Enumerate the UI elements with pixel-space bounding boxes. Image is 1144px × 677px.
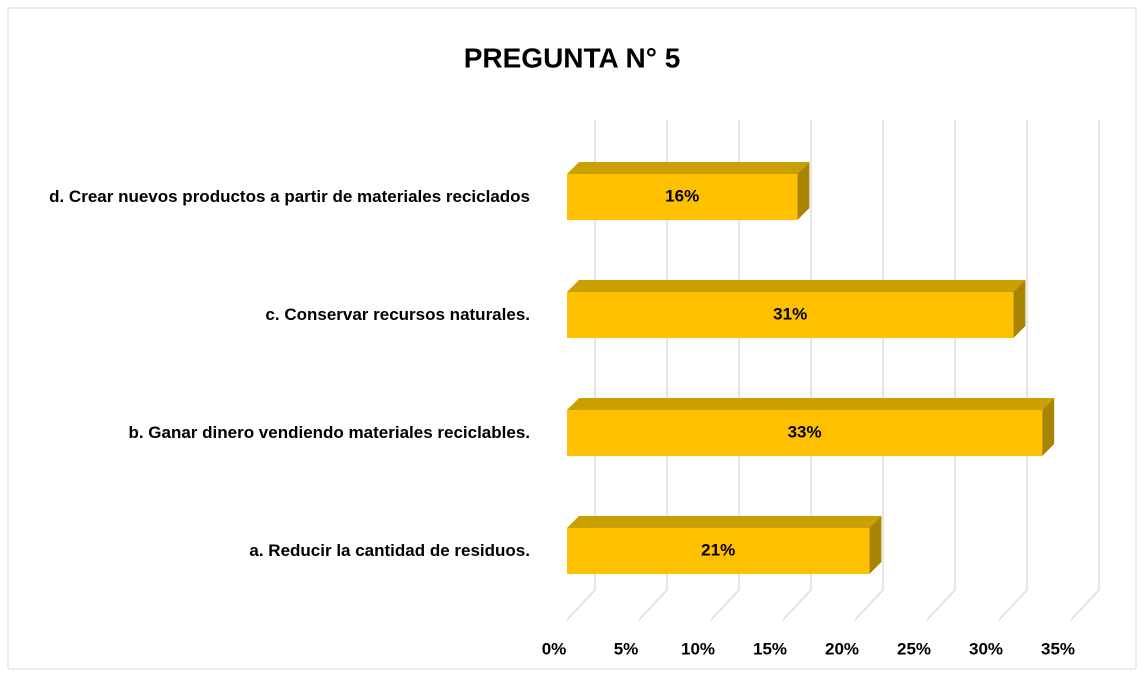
bar-front bbox=[567, 174, 798, 220]
value-label: 33% bbox=[788, 422, 822, 441]
category-label: c. Conservar recursos naturales. bbox=[30, 302, 530, 328]
bar bbox=[567, 280, 1026, 338]
floor-grid-line bbox=[926, 589, 956, 621]
category-label-text: d. Crear nuevos productos a partir de ma… bbox=[49, 187, 530, 206]
category-label: b. Ganar dinero vendiendo materiales rec… bbox=[30, 420, 530, 446]
x-tick-label: 25% bbox=[897, 639, 931, 658]
floor-grid-line bbox=[710, 589, 740, 621]
bar-front bbox=[567, 528, 870, 574]
x-tick-label: 35% bbox=[1041, 639, 1075, 658]
floor-grid-line bbox=[854, 589, 884, 621]
category-label-text: a. Reducir la cantidad de residuos. bbox=[249, 541, 530, 560]
bar bbox=[567, 398, 1055, 456]
bar-front bbox=[567, 292, 1014, 338]
bar bbox=[567, 516, 882, 574]
x-tick-label: 5% bbox=[614, 639, 639, 658]
value-label: 21% bbox=[701, 540, 735, 559]
bar-top bbox=[567, 280, 1026, 292]
category-label: a. Reducir la cantidad de residuos. bbox=[30, 538, 530, 564]
category-label: d. Crear nuevos productos a partir de ma… bbox=[30, 184, 530, 210]
bar bbox=[567, 162, 810, 220]
bar-side bbox=[869, 516, 882, 574]
x-tick-label: 10% bbox=[681, 639, 715, 658]
x-tick-label: 15% bbox=[753, 639, 787, 658]
floor-grid-line bbox=[638, 589, 668, 621]
category-label-text: c. Conservar recursos naturales. bbox=[265, 305, 530, 324]
floor-grid-line bbox=[1070, 589, 1100, 621]
bar-top bbox=[567, 398, 1055, 410]
floor-grid-line bbox=[782, 589, 812, 621]
bar-side bbox=[1013, 280, 1026, 338]
bar-front bbox=[567, 410, 1043, 456]
category-label-text: b. Ganar dinero vendiendo materiales rec… bbox=[128, 423, 530, 442]
bar-side bbox=[797, 162, 810, 220]
bar-top bbox=[567, 162, 810, 174]
chart-title: PREGUNTA N° 5 bbox=[464, 42, 681, 73]
bar-top bbox=[567, 516, 882, 528]
floor-grid-line bbox=[998, 589, 1028, 621]
x-tick-label: 20% bbox=[825, 639, 859, 658]
value-label: 16% bbox=[665, 186, 699, 205]
x-tick-label: 0% bbox=[542, 639, 567, 658]
value-label: 31% bbox=[773, 304, 807, 323]
floor-grid-line bbox=[566, 589, 596, 621]
bar-side bbox=[1042, 398, 1055, 456]
x-tick-label: 30% bbox=[969, 639, 1003, 658]
